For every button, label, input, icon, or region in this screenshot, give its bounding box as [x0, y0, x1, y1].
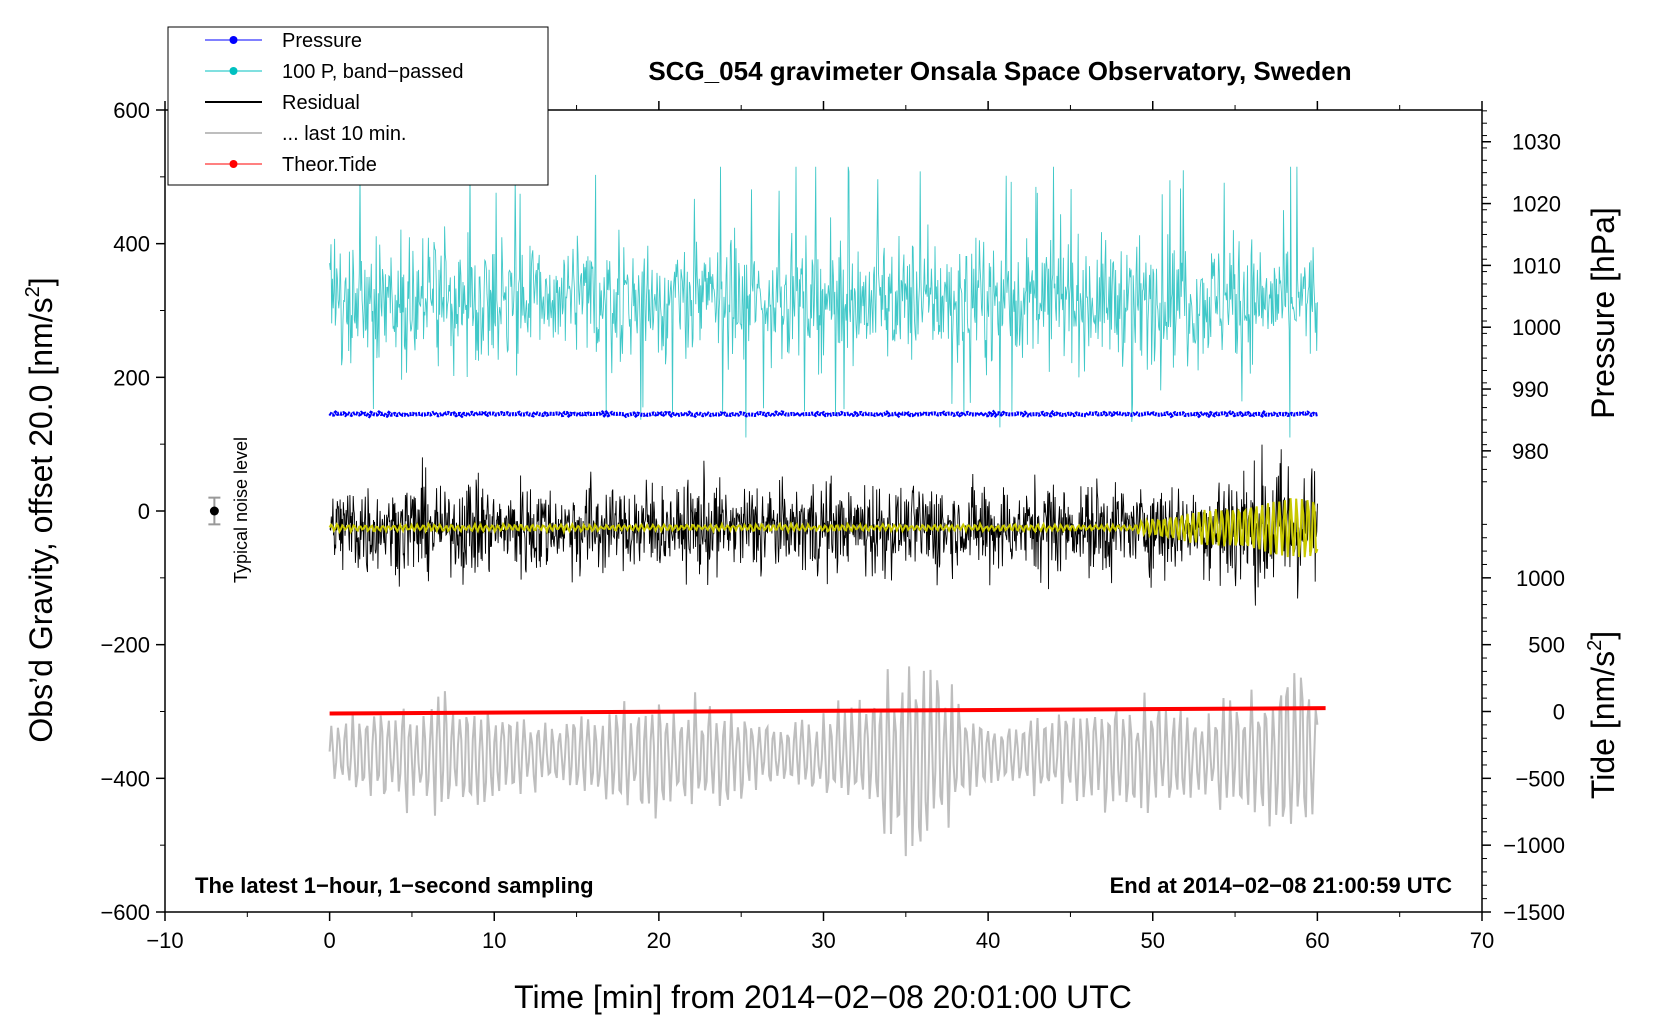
y-axis-pressure: 1030 1020 1010 1000 990 980	[1482, 110, 1561, 483]
series-theoretical-tide	[329, 706, 1326, 716]
y-tick-label: 200	[113, 365, 150, 390]
series-pressure	[328, 409, 1318, 419]
end-time-note: End at 2014−02−08 21:00:59 UTC	[1110, 873, 1453, 898]
legend-label: ... last 10 min.	[282, 123, 407, 145]
noise-level-label: Typical noise level	[231, 437, 251, 583]
legend-box	[167, 26, 549, 186]
legend-label: Residual	[282, 92, 360, 114]
legend-marker	[229, 160, 238, 168]
y-tick-label: −400	[100, 766, 150, 791]
tide-tick-label: −1500	[1503, 900, 1565, 925]
noise-level-marker	[208, 496, 221, 526]
noise-dot	[209, 506, 219, 516]
x-tick-label: 20	[647, 928, 671, 953]
y-axis-title-tide-main: Tide [nm/s	[1585, 651, 1621, 799]
y-tick-label: 600	[113, 98, 150, 123]
x-tick-label: 10	[482, 928, 506, 953]
pressure-tick-label: 990	[1512, 377, 1549, 402]
series-layer	[328, 166, 1326, 857]
legend-label: Theor.Tide	[282, 154, 377, 176]
y-tick-label: −200	[100, 633, 150, 658]
y-axis-title-gravity: Obs’d Gravity, offset 20.0 [nm/s2]	[22, 277, 59, 742]
y-axis-gravity: 600 400 200 0 −200 −400 −600	[100, 98, 165, 925]
x-tick-label: 30	[811, 928, 835, 953]
tide-tick-label: 0	[1553, 700, 1565, 725]
y-tick-label: 400	[113, 232, 150, 257]
pressure-tick-label: 1020	[1512, 192, 1561, 217]
legend-label: Pressure	[282, 30, 362, 52]
legend-marker	[229, 67, 238, 75]
series-bandpassed-pressure	[329, 166, 1318, 438]
sampling-note: The latest 1−hour, 1−second sampling	[195, 873, 594, 898]
x-tick-label: 40	[976, 928, 1000, 953]
chart-title: SCG_054 gravimeter Onsala Space Observat…	[648, 56, 1351, 86]
legend-marker	[229, 36, 238, 44]
y-axis-tide: 1000 500 0 −500 −1000 −1500	[1482, 523, 1565, 925]
pressure-tick-label: 1030	[1512, 130, 1561, 155]
y-axis-title-tide-sup: 2	[1584, 640, 1606, 651]
x-axis: −10 0 10 20 30 40 50 60 70	[146, 101, 1494, 953]
legend: Pressure 100 P, band−passed Residual ... la…	[167, 26, 549, 186]
x-tick-label: 50	[1141, 928, 1165, 953]
y-axis-title-pressure: Pressure [hPa]	[1585, 207, 1621, 419]
y-tick-label: −600	[100, 900, 150, 925]
x-axis-title: Time [min] from 2014−02−08 20:01:00 UTC	[514, 979, 1132, 1015]
y-axis-title-gravity-sup: 2	[22, 286, 44, 297]
pressure-tick-label: 1000	[1512, 315, 1561, 340]
pressure-tick-label: 980	[1512, 439, 1549, 464]
x-tick-label: 0	[324, 928, 336, 953]
x-tick-label: 70	[1470, 928, 1494, 953]
y-axis-title-tide-end: ]	[1585, 631, 1621, 640]
series-last-10-min	[328, 666, 1319, 857]
y-axis-title-tide: Tide [nm/s2]	[1584, 631, 1621, 799]
tide-tick-label: 1000	[1516, 566, 1565, 591]
tide-tick-label: −1000	[1503, 833, 1565, 858]
y-axis-title-gravity-main: Obs’d Gravity, offset 20.0 [nm/s	[23, 297, 59, 742]
pressure-tick-label: 1010	[1512, 253, 1561, 278]
tide-tick-label: −500	[1515, 766, 1565, 791]
y-axis-title-gravity-end: ]	[23, 277, 59, 286]
y-tick-label: 0	[138, 499, 150, 524]
x-tick-label: 60	[1305, 928, 1329, 953]
tide-tick-label: 500	[1528, 633, 1565, 658]
legend-label: 100 P, band−passed	[282, 61, 463, 83]
series-residual-smoothed	[328, 498, 1319, 558]
x-tick-label: −10	[146, 928, 183, 953]
